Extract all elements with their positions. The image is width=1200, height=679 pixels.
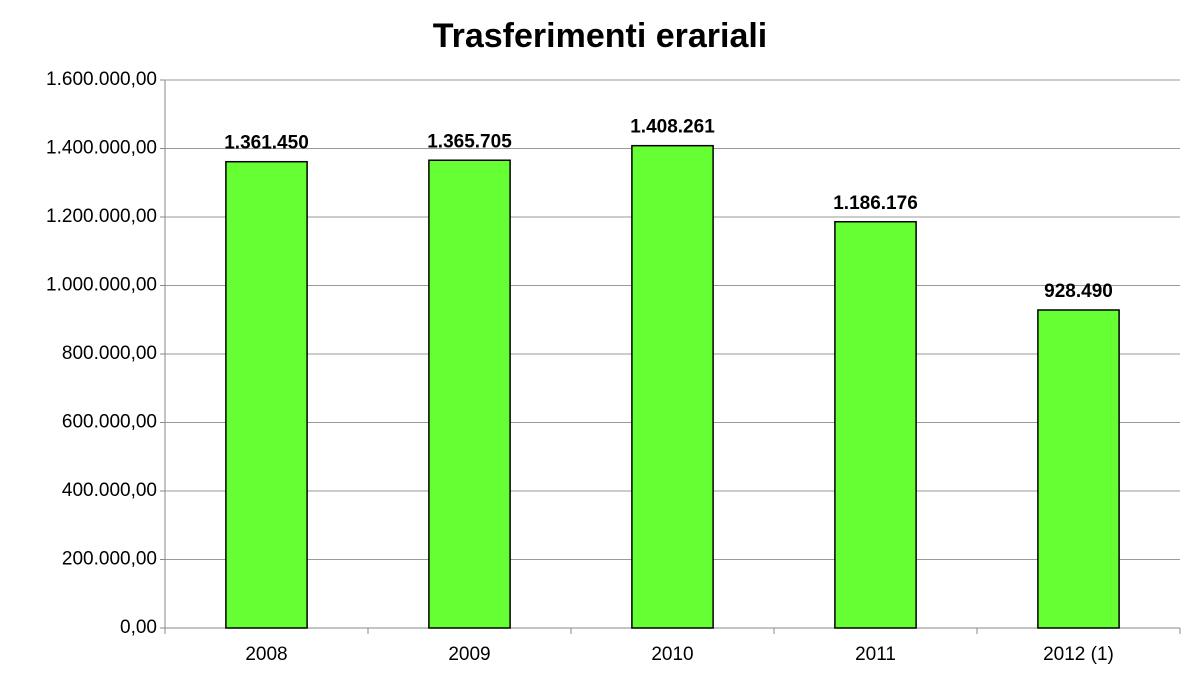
y-tick-label: 400.000,00	[62, 480, 157, 501]
x-tick-label: 2008	[245, 644, 287, 665]
data-label: 1.408.261	[630, 117, 715, 138]
y-tick-label: 0,00	[120, 617, 157, 638]
y-tick-label: 1.400.000,00	[46, 138, 157, 159]
y-tick-label: 1.200.000,00	[46, 206, 157, 227]
y-tick-label: 200.000,00	[62, 549, 157, 570]
x-tick-label: 2011	[855, 644, 896, 665]
data-label: 1.365.705	[427, 131, 512, 152]
y-tick-label: 1.600.000,00	[46, 69, 157, 90]
bar	[225, 160, 308, 629]
bar	[834, 220, 917, 629]
chart-title: Trasferimenti erariali	[433, 17, 768, 55]
bar	[1037, 309, 1120, 629]
x-tick-label: 2010	[651, 644, 693, 665]
data-label: 928.490	[1044, 281, 1113, 302]
y-tick-label: 800.000,00	[62, 343, 157, 364]
data-label: 1.186.176	[833, 193, 918, 214]
x-tick-label: 2012 (1)	[1043, 644, 1114, 665]
y-tick-label: 600.000,00	[62, 412, 157, 433]
x-tick-label: 2009	[448, 644, 490, 665]
bar	[631, 144, 714, 629]
bar	[428, 159, 511, 629]
y-tick-label: 1.000.000,00	[46, 275, 157, 296]
data-label: 1.361.450	[224, 133, 309, 154]
